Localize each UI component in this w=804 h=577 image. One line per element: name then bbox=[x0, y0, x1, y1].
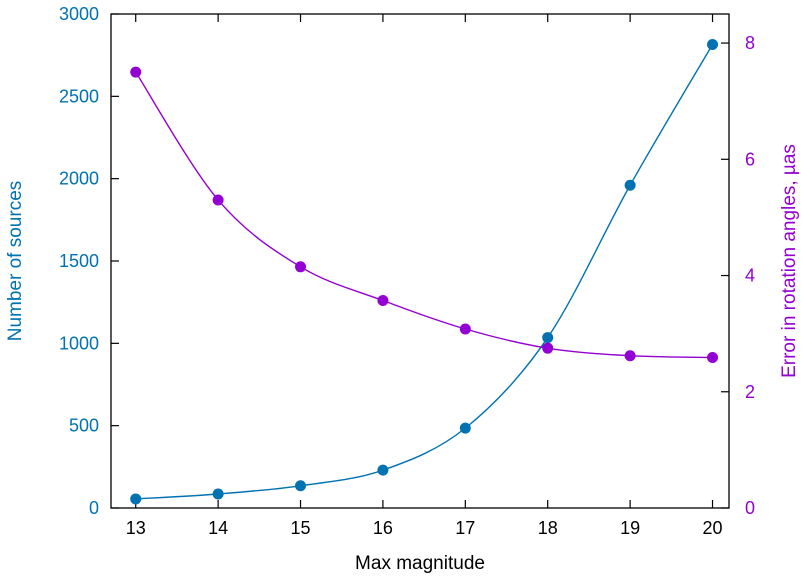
y2-tick-label: 8 bbox=[745, 33, 755, 53]
data-point-left bbox=[130, 493, 142, 505]
bottom-axis: 13 14 15 16 17 18 19 20 bbox=[126, 14, 723, 538]
y-tick-label: 500 bbox=[69, 416, 99, 436]
left-axis: 0 500 1000 1500 2000 2500 3000 bbox=[59, 4, 119, 518]
x-tick-label: 18 bbox=[538, 518, 558, 538]
y2-tick-label: 0 bbox=[745, 498, 755, 518]
data-point-right bbox=[542, 342, 554, 354]
data-point-right bbox=[624, 350, 636, 362]
x-tick-label: 13 bbox=[126, 518, 146, 538]
series-layer bbox=[130, 38, 719, 505]
data-point-left bbox=[624, 179, 636, 191]
data-point-right bbox=[295, 261, 307, 273]
data-point-left bbox=[377, 464, 389, 476]
data-point-right bbox=[212, 194, 224, 206]
data-point-left bbox=[459, 422, 471, 434]
y2-tick-label: 6 bbox=[745, 149, 755, 169]
x-axis-title: Max magnitude bbox=[355, 553, 485, 574]
y2-axis-title: Error in rotation angles, µas bbox=[779, 144, 800, 378]
data-point-left bbox=[707, 38, 719, 50]
y2-tick-label: 4 bbox=[745, 266, 755, 286]
y-tick-label: 1000 bbox=[59, 333, 99, 353]
data-point-left bbox=[212, 488, 224, 500]
series-right bbox=[130, 66, 719, 363]
y-tick-label: 3000 bbox=[59, 4, 99, 24]
series-left bbox=[130, 38, 719, 505]
y2-tick-label: 2 bbox=[745, 382, 755, 402]
series-line-left bbox=[135, 44, 714, 500]
y-tick-label: 2000 bbox=[59, 169, 99, 189]
data-point-right bbox=[707, 351, 719, 363]
plot-border bbox=[110, 13, 730, 509]
x-tick-label: 17 bbox=[455, 518, 475, 538]
x-tick-label: 15 bbox=[291, 518, 311, 538]
x-tick-label: 14 bbox=[208, 518, 228, 538]
y-tick-label: 2500 bbox=[59, 86, 99, 106]
plot-frame bbox=[110, 13, 730, 509]
x-tick-label: 20 bbox=[703, 518, 723, 538]
data-point-left bbox=[295, 480, 307, 492]
data-point-left bbox=[542, 332, 554, 344]
y-tick-label: 1500 bbox=[59, 251, 99, 271]
data-point-right bbox=[459, 323, 471, 335]
data-point-right bbox=[130, 66, 142, 78]
series-line-right bbox=[135, 71, 713, 359]
x-tick-label: 19 bbox=[620, 518, 640, 538]
y-axis-title: Number of sources bbox=[5, 181, 26, 342]
x-tick-label: 16 bbox=[373, 518, 393, 538]
right-axis: 0 2 4 6 8 bbox=[721, 33, 755, 518]
data-point-right bbox=[377, 295, 389, 307]
y-tick-label: 0 bbox=[89, 498, 99, 518]
